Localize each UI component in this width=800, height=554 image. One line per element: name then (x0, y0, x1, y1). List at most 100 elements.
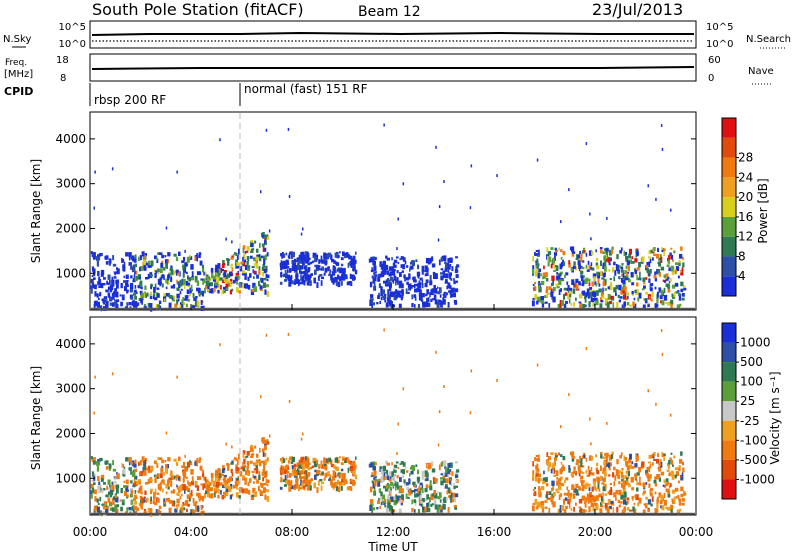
echo-cell (388, 273, 392, 277)
echo-cell (656, 503, 659, 509)
echo-cell (244, 283, 249, 289)
echo-cell (653, 480, 657, 484)
echo-cell (681, 293, 685, 297)
echo-cell (161, 465, 164, 469)
echo-cell (391, 496, 394, 503)
echo-cell (340, 257, 344, 261)
echo-cell (293, 281, 296, 285)
echo-cell (178, 271, 180, 276)
echo-cell (155, 304, 159, 310)
echo-cell (455, 474, 458, 479)
echo-cell (217, 486, 219, 493)
echo-cell (180, 493, 183, 496)
echo-cell (227, 478, 230, 484)
echo-cell (135, 270, 138, 275)
echo-cell (256, 480, 259, 484)
echo-cell (331, 476, 336, 481)
echo-cell (340, 281, 343, 286)
echo-cell (179, 507, 184, 513)
echo-cell (438, 205, 441, 209)
echo-cell (434, 493, 438, 499)
echo-cell (416, 492, 420, 497)
echo-cell (173, 253, 177, 257)
echo-cell (134, 285, 137, 289)
echo-cell (626, 465, 630, 471)
echo-cell (262, 451, 265, 457)
echo-cell (300, 271, 304, 275)
echo-cell (408, 287, 412, 291)
echo-cell (656, 496, 659, 503)
echo-cell (449, 477, 452, 481)
echo-cell (380, 286, 383, 292)
echo-cell (601, 277, 605, 280)
echo-cell (666, 469, 670, 472)
echo-cell (298, 254, 301, 259)
echo-cell (119, 499, 122, 502)
echo-cell (177, 503, 180, 507)
echo-cell (669, 483, 672, 488)
echo-cell (168, 486, 170, 490)
echo-cell (437, 238, 440, 242)
echo-cell (189, 492, 192, 499)
echo-cell (260, 190, 262, 194)
echo-cell (144, 490, 147, 495)
echo-cell (566, 281, 568, 285)
echo-cell (103, 300, 106, 305)
echo-cell (393, 259, 398, 264)
echo-cell (559, 468, 563, 475)
echo-cell (130, 480, 133, 484)
echo-cell (678, 262, 681, 266)
echo-cell (443, 496, 447, 499)
echo-cell (309, 485, 312, 490)
nave-tick-top: 60 (708, 55, 721, 66)
echo-cell (631, 261, 635, 264)
echo-cell (382, 494, 385, 500)
echo-cell (263, 483, 267, 486)
echo-cell (625, 458, 627, 463)
echo-cell (126, 302, 129, 307)
echo-cell (201, 495, 204, 502)
echo-cell (373, 477, 376, 480)
echo-cell (110, 297, 113, 301)
echo-cell (388, 294, 391, 299)
echo-cell (223, 271, 227, 276)
echo-cell (592, 298, 595, 304)
echo-cell (116, 504, 120, 508)
echo-cell (266, 236, 270, 240)
echo-cell (307, 462, 311, 465)
echo-cell (332, 282, 335, 285)
echo-cell (348, 255, 351, 260)
echo-cell (445, 273, 449, 279)
echo-cell (350, 460, 353, 465)
colorbar-tick-label: -100 (740, 433, 767, 447)
echo-cell (678, 295, 681, 301)
echo-cell (539, 273, 542, 277)
echo-cell (553, 470, 557, 473)
echo-cell (584, 278, 588, 285)
echo-cell (607, 491, 610, 495)
echo-cell (592, 273, 597, 279)
echo-cell (317, 275, 320, 281)
echo-cell (608, 300, 612, 305)
echo-cell (253, 286, 257, 292)
echo-cell (610, 500, 614, 504)
echo-cell (122, 266, 126, 269)
echo-cell (241, 488, 244, 494)
echo-cell (386, 485, 389, 488)
echo-cell (341, 482, 345, 486)
echo-cell (223, 491, 226, 495)
echo-cell (258, 485, 260, 492)
echo-cell (429, 280, 433, 286)
echo-cell (648, 250, 652, 254)
echo-cell (160, 268, 163, 274)
echo-cell (130, 499, 134, 505)
echo-cell (547, 254, 550, 257)
echo-cell (380, 501, 383, 506)
echo-cell (229, 271, 233, 277)
echo-cell (225, 442, 227, 446)
echo-cell (259, 242, 261, 248)
echo-cell (218, 283, 220, 289)
echo-cell (143, 470, 146, 476)
echo-cell (327, 471, 330, 475)
